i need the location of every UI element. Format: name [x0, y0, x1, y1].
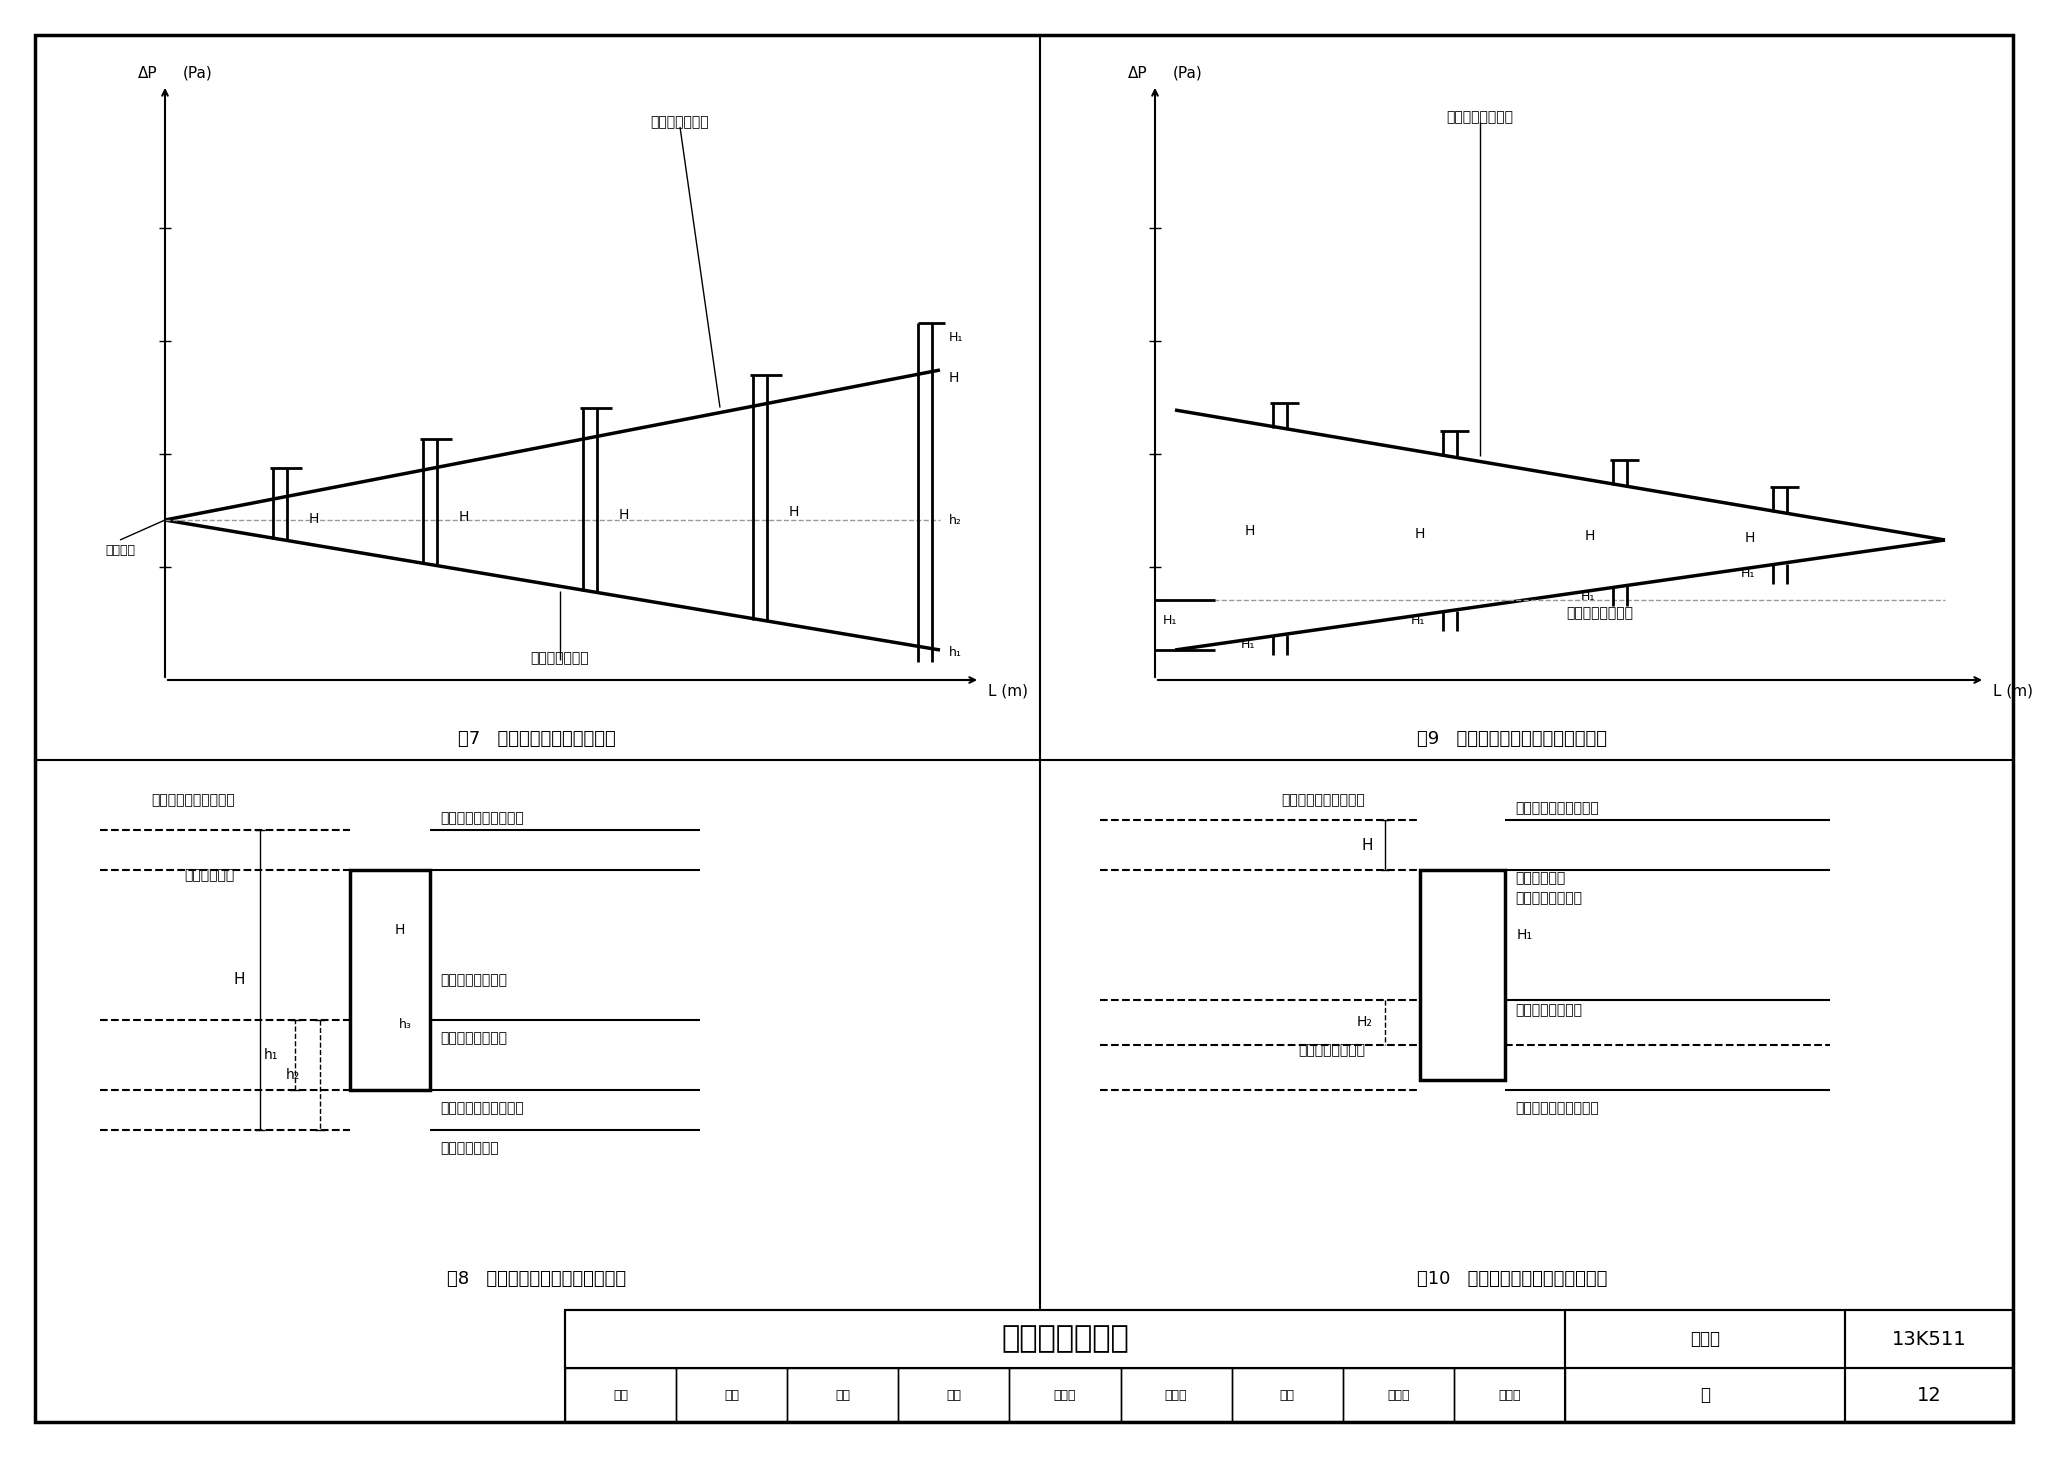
Bar — [1419, 870, 1505, 1080]
Text: L (m): L (m) — [1993, 683, 2034, 699]
Text: H: H — [1585, 529, 1595, 543]
Text: 吕现昭: 吕现昭 — [1386, 1389, 1409, 1402]
Text: H₁: H₁ — [1163, 613, 1178, 627]
Text: 察云: 察云 — [725, 1389, 739, 1402]
Text: h₃: h₃ — [399, 1018, 412, 1032]
Bar — [350, 870, 430, 1090]
Text: 机房内的管段压力损失: 机房内的管段压力损失 — [1516, 801, 1599, 814]
Bar — [1845, 1310, 2013, 1368]
Text: H: H — [395, 922, 406, 937]
Text: h₂: h₂ — [948, 514, 963, 526]
Text: 图9   分布式三级泵系统的管网水压图: 图9 分布式三级泵系统的管网水压图 — [1417, 730, 1608, 747]
Text: ΔP: ΔP — [137, 66, 158, 80]
Text: H: H — [1245, 525, 1255, 539]
Text: 管网供水管水压线: 管网供水管水压线 — [1446, 109, 1513, 124]
Text: 吕现昭: 吕现昭 — [1499, 1389, 1522, 1402]
Text: H: H — [309, 511, 319, 526]
Bar — [676, 1368, 786, 1422]
Text: H: H — [788, 506, 799, 519]
Text: 二级用户泵提供的扬程: 二级用户泵提供的扬程 — [152, 793, 236, 807]
Text: L (m): L (m) — [987, 683, 1028, 699]
Text: H: H — [618, 507, 629, 522]
Text: H: H — [233, 972, 246, 988]
Text: 三级用户泵提供的扬程: 三级用户泵提供的扬程 — [1282, 793, 1366, 807]
Text: H: H — [459, 510, 469, 523]
Bar — [1454, 1368, 1565, 1422]
Text: (Pa): (Pa) — [182, 66, 213, 80]
Text: 机房内的管段压力损失: 机房内的管段压力损失 — [440, 812, 524, 825]
Bar — [1845, 1368, 2013, 1422]
Text: h₁: h₁ — [264, 1048, 279, 1062]
Text: 用户资用压力: 用户资用压力 — [1516, 871, 1565, 884]
Text: 管网回水管水压线: 管网回水管水压线 — [440, 1032, 508, 1045]
Text: 图7   分布式二级泵管网水压图: 图7 分布式二级泵管网水压图 — [459, 730, 616, 747]
Bar — [1120, 1368, 1231, 1422]
Bar — [565, 1310, 2013, 1422]
Text: H₁: H₁ — [1518, 928, 1534, 943]
Text: H: H — [1362, 838, 1372, 852]
Bar — [899, 1368, 1010, 1422]
Text: H: H — [1415, 526, 1425, 541]
Text: 页: 页 — [1700, 1386, 1710, 1405]
Text: 管网泵提供的扬程: 管网泵提供的扬程 — [1298, 1043, 1366, 1056]
Bar — [1565, 1368, 1845, 1422]
Text: 用户资用压力: 用户资用压力 — [184, 868, 236, 881]
Text: H₁: H₁ — [1581, 590, 1595, 603]
Text: 校对: 校对 — [946, 1389, 961, 1402]
Text: H₁: H₁ — [1411, 615, 1425, 627]
Text: 用户管段阻力损失: 用户管段阻力损失 — [440, 973, 508, 986]
Text: h₁: h₁ — [948, 645, 963, 659]
Text: (Pa): (Pa) — [1174, 66, 1202, 80]
Text: h₂: h₂ — [287, 1068, 299, 1083]
Text: 13K511: 13K511 — [1892, 1330, 1966, 1349]
Text: H: H — [948, 372, 958, 385]
Text: 设计: 设计 — [1280, 1389, 1294, 1402]
Text: 管网回水管水压线: 管网回水管水压线 — [1567, 606, 1634, 621]
Text: 管网供水水压线: 管网供水水压线 — [530, 651, 590, 664]
Bar — [1565, 1310, 1845, 1368]
Bar — [565, 1368, 676, 1422]
Text: H₁: H₁ — [1741, 567, 1755, 580]
Text: 审核: 审核 — [612, 1389, 629, 1402]
Bar — [565, 1310, 1565, 1368]
Text: 机房内的管段压力损失: 机房内的管段压力损失 — [1516, 1101, 1599, 1115]
Bar — [786, 1368, 899, 1422]
Text: 管网回水水压线: 管网回水水压线 — [651, 115, 709, 130]
Text: 零压差点: 零压差点 — [104, 543, 135, 557]
Text: 多级泵系统说明: 多级泵系统说明 — [1001, 1324, 1128, 1354]
Text: 谢晓莉: 谢晓莉 — [1055, 1389, 1077, 1402]
Text: 图10   分布式三级泵管网局部水压图: 图10 分布式三级泵管网局部水压图 — [1417, 1271, 1608, 1288]
Bar — [1010, 1368, 1120, 1422]
Bar — [1343, 1368, 1454, 1422]
Text: H: H — [1745, 530, 1755, 545]
Text: 图8   分布式二级泵管网局部水压图: 图8 分布式二级泵管网局部水压图 — [446, 1271, 627, 1288]
Text: 那大飞: 那大飞 — [1165, 1389, 1188, 1402]
Text: 图集号: 图集号 — [1690, 1330, 1720, 1348]
Text: H₁: H₁ — [948, 331, 963, 344]
Text: 管网供水管水压线: 管网供水管水压线 — [1516, 892, 1581, 905]
Text: 12: 12 — [1917, 1386, 1942, 1405]
Text: H₁: H₁ — [1241, 638, 1255, 651]
Bar — [1231, 1368, 1343, 1422]
Text: ΔP: ΔP — [1126, 66, 1147, 80]
Text: 管网回水管水压线: 管网回水管水压线 — [1516, 1002, 1581, 1017]
Text: 编写: 编写 — [836, 1389, 850, 1402]
Text: 管网供水水压线: 管网供水水压线 — [440, 1141, 498, 1155]
Text: H₂: H₂ — [1358, 1016, 1372, 1030]
Text: 机房内的管段压力损失: 机房内的管段压力损失 — [440, 1101, 524, 1115]
